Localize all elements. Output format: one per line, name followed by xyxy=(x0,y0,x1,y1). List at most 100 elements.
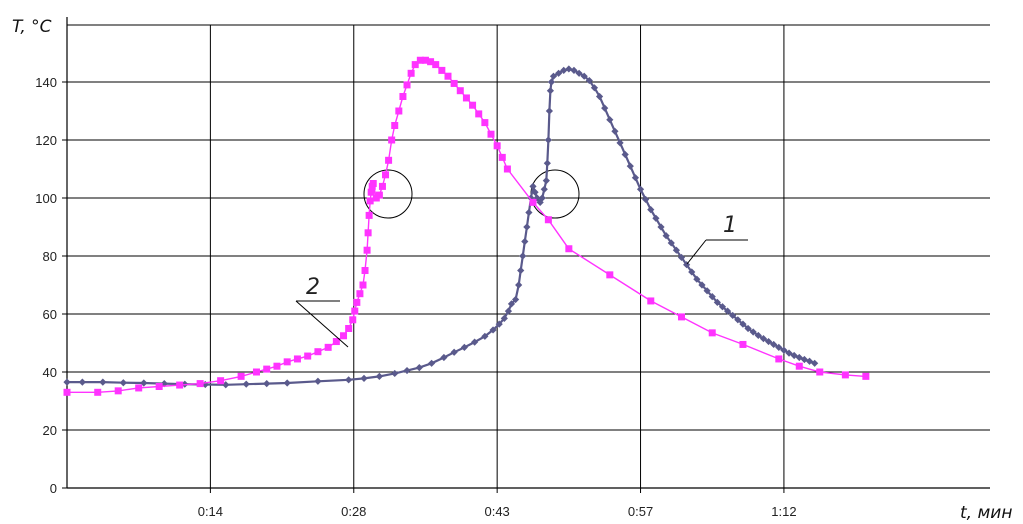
series-2-point-53 xyxy=(462,94,470,102)
series-2-point-51 xyxy=(450,79,458,87)
series-1-point-22 xyxy=(460,343,468,351)
series-1-point-72 xyxy=(662,232,670,240)
series-2-point-19 xyxy=(345,325,353,332)
series-2 xyxy=(63,56,870,396)
series-1-point-94 xyxy=(775,343,783,351)
series-1-point-75 xyxy=(677,253,686,262)
series-1-point-53 xyxy=(565,65,573,73)
series-2-point-64 xyxy=(606,271,614,279)
series-1-point-96 xyxy=(785,349,793,357)
series-1-point-62 xyxy=(611,127,619,135)
series-1-point-25 xyxy=(489,326,497,334)
series-1-point-42 xyxy=(538,194,546,202)
series-1-point-19 xyxy=(428,359,436,367)
series-2-point-39 xyxy=(391,122,399,129)
x-tick-label-4: 1:12 xyxy=(771,504,796,519)
series-1-point-78 xyxy=(693,275,701,283)
series-1-point-65 xyxy=(626,162,634,170)
y-tick-label-40: 40 xyxy=(43,365,57,380)
series-2-point-63 xyxy=(565,245,573,253)
series-1-point-38 xyxy=(529,182,537,190)
series-2-point-61 xyxy=(529,198,537,206)
series-1-point-69 xyxy=(647,206,655,214)
series-1-point-14 xyxy=(360,374,368,382)
x-tick-label-3: 0:57 xyxy=(628,504,653,519)
series-1-point-88 xyxy=(744,324,752,333)
series-1-point-10 xyxy=(263,380,271,388)
series-1-point-81 xyxy=(708,293,716,301)
series-1-point-43 xyxy=(540,185,548,193)
y-tick-label-60: 60 xyxy=(43,307,57,322)
series-2-point-65 xyxy=(647,297,655,305)
series-1-point-34 xyxy=(521,237,529,246)
series-2-point-47 xyxy=(427,58,435,66)
series-2-point-17 xyxy=(332,338,340,346)
series-1-point-58 xyxy=(590,84,599,92)
series-1-point-39 xyxy=(531,188,539,196)
series-1-point-73 xyxy=(667,239,675,247)
series-1-point-3 xyxy=(119,379,127,387)
series-2-point-52 xyxy=(456,87,464,95)
series-2-point-28 xyxy=(365,211,373,219)
y-tick-label-120: 120 xyxy=(35,133,57,148)
series-2-point-42 xyxy=(403,81,411,89)
series-2-point-45 xyxy=(416,56,424,64)
series-2-point-73 xyxy=(862,372,870,380)
series-1-point-8 xyxy=(222,381,230,389)
series-2-point-59 xyxy=(498,153,506,161)
series-1-point-32 xyxy=(517,266,525,275)
series-2-point-30 xyxy=(367,188,375,196)
series-2-point-32 xyxy=(369,180,377,187)
series-1-point-7 xyxy=(201,380,209,389)
leader-1-pointer xyxy=(686,239,707,265)
series-1-point-99 xyxy=(800,355,809,364)
series-2-point-44 xyxy=(411,61,419,69)
series-1-point-70 xyxy=(652,214,660,222)
series-1-point-56 xyxy=(580,72,588,80)
series-2-point-26 xyxy=(363,246,371,254)
series-2-point-43 xyxy=(407,69,415,77)
series-2-point-24 xyxy=(359,281,367,289)
series-1-point-26 xyxy=(495,320,503,328)
series-2-point-5 xyxy=(176,381,184,389)
series-2-point-25 xyxy=(361,267,369,274)
y-tick-label-140: 140 xyxy=(35,75,57,90)
series-2-point-6 xyxy=(196,380,204,388)
series-1-point-13 xyxy=(345,376,353,384)
series-1-point-54 xyxy=(570,66,578,74)
series-2-point-68 xyxy=(739,340,747,348)
series-1-point-64 xyxy=(621,150,629,159)
grid xyxy=(67,24,990,488)
series-1-point-84 xyxy=(723,307,732,315)
series-1-point-4 xyxy=(140,379,148,387)
series-1-point-85 xyxy=(729,311,737,320)
series-2-point-56 xyxy=(481,119,489,127)
series-1-point-49 xyxy=(547,78,556,86)
series-1-point-86 xyxy=(734,316,742,324)
series-1-point-28 xyxy=(504,307,513,315)
series-2-point-55 xyxy=(475,110,483,118)
series-1-point-21 xyxy=(450,348,458,356)
series-1-point-0 xyxy=(63,378,71,386)
series-1-point-24 xyxy=(481,332,489,340)
series-1-point-68 xyxy=(642,195,650,204)
series-2-point-29 xyxy=(366,197,374,205)
series-1-point-46 xyxy=(544,136,552,144)
series-2-point-10 xyxy=(263,365,271,373)
series-1-point-100 xyxy=(805,357,814,365)
series-1-point-55 xyxy=(575,69,583,77)
series-1-point-91 xyxy=(759,335,768,343)
series-1-point-51 xyxy=(555,69,563,77)
y-tick-labels: 0 20 40 60 80 100 120 140 xyxy=(35,75,67,496)
series-2-point-49 xyxy=(438,66,446,74)
series-1-point-79 xyxy=(698,281,706,289)
series-1-point-82 xyxy=(713,298,721,306)
series-1-point-30 xyxy=(511,295,520,304)
series-1-point-90 xyxy=(754,331,762,340)
leader-2-pointer xyxy=(295,300,349,348)
series-1-point-11 xyxy=(283,379,291,387)
series-2-point-7 xyxy=(217,377,225,385)
series-1-point-93 xyxy=(770,340,778,349)
series-2-point-72 xyxy=(841,371,849,379)
